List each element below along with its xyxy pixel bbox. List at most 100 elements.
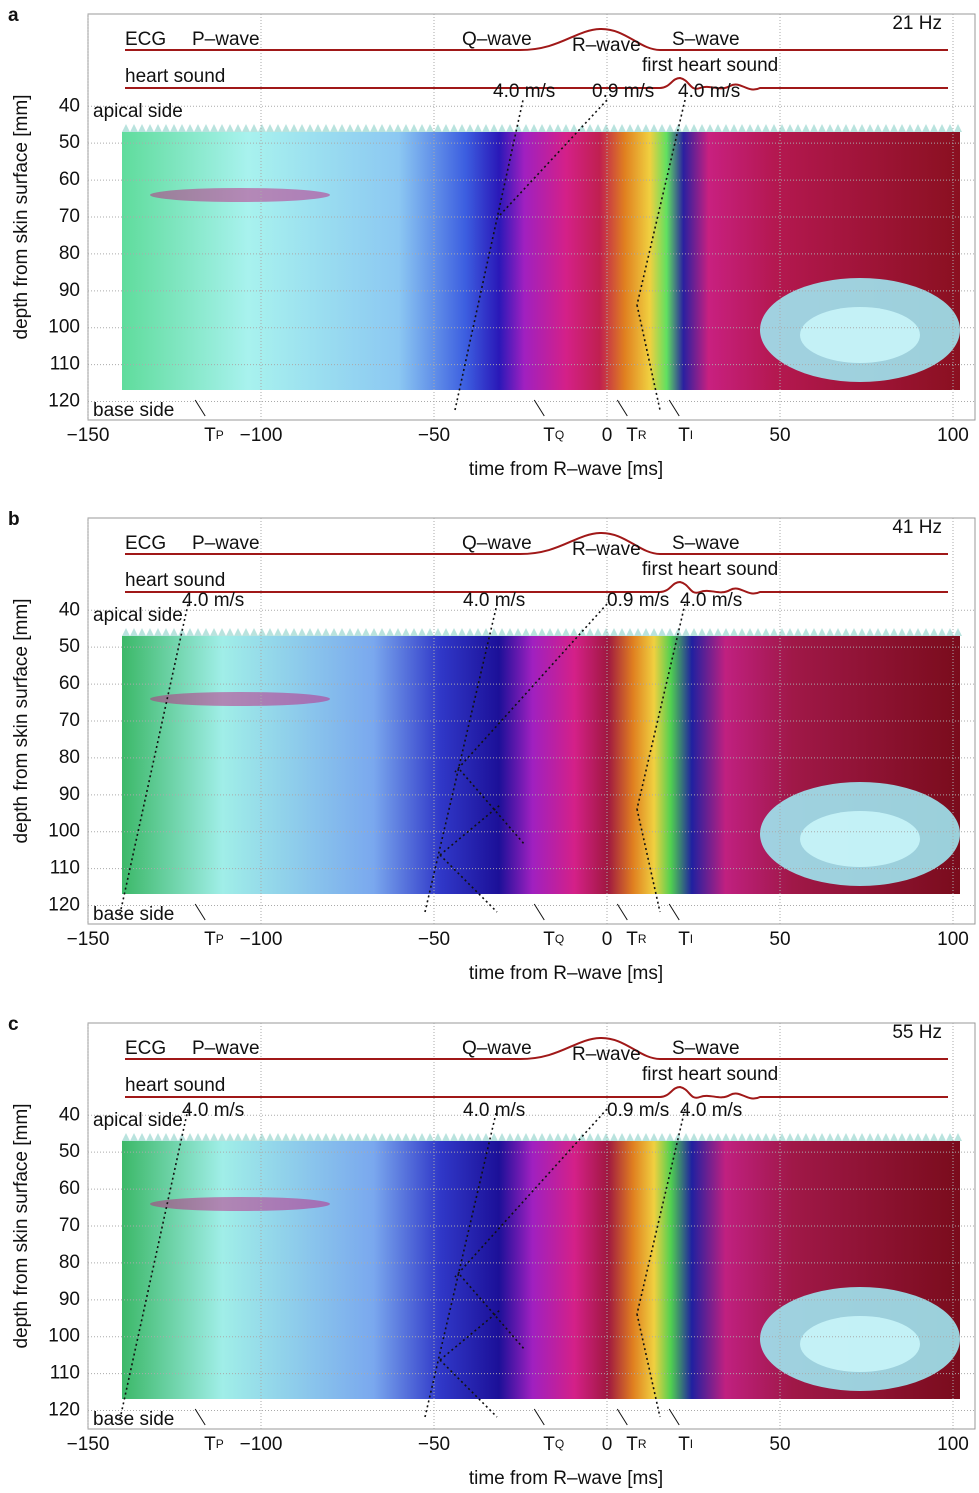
x-tick-label: −100 [240,425,283,446]
time-marker [533,903,545,921]
time-marker [616,1408,628,1426]
marker-subscript: I [690,1437,693,1451]
y-tick-label: 80 [59,243,80,264]
marker-letter: T [626,425,638,446]
ecg-trace [125,1036,948,1060]
velocity-label: 0.9 m/s [607,590,669,611]
time-marker [668,903,680,921]
time-marker-label: TR [626,929,647,950]
marker-letter: T [543,929,555,950]
marker-letter: T [543,1434,555,1455]
velocity-label: 0.9 m/s [607,1100,669,1121]
guide-line [636,99,686,306]
marker-subscript: I [690,428,693,442]
time-marker-label: TQ [543,425,564,446]
marker-letter: T [204,929,216,950]
ecg-trace [125,531,948,555]
time-marker [668,1408,680,1426]
phase-streak [150,1197,330,1211]
time-marker-label: TR [626,1434,647,1455]
y-tick-label: 40 [59,1104,80,1125]
y-tick-label: 110 [50,1363,80,1384]
annotation: first heart sound [642,55,778,76]
guide-line [439,804,501,856]
guide-line [636,603,686,810]
time-marker-label: TR [626,425,647,446]
sawtooth-top [122,628,962,636]
marker-subscript: Q [555,1437,564,1451]
x-tick-label: 100 [937,1434,969,1455]
annotation: R–wave [572,539,641,560]
velocity-label: 4.0 m/s [182,590,244,611]
x-tick-label: −150 [67,1434,110,1455]
annotation: P–wave [192,533,260,554]
y-tick-label: 90 [59,280,80,301]
marker-letter: T [626,1434,638,1455]
marker-letter: T [543,425,555,446]
marker-letter: T [204,425,216,446]
time-marker-label: TI [678,929,693,950]
sawtooth-top [122,124,962,132]
x-tick-label: 0 [602,425,613,446]
x-tick-label: −50 [418,425,450,446]
annotation: ECG [125,533,166,554]
time-marker [533,399,545,417]
guide-line [459,769,526,846]
annotation: P–wave [192,1038,260,1059]
guide-line [499,99,608,216]
marker-subscript: Q [555,428,564,442]
annotation: first heart sound [642,559,778,580]
annotation: apical side [93,1110,183,1131]
marker-letter: T [678,1434,690,1455]
y-tick-label: 100 [48,317,80,338]
time-marker-label: TQ [543,929,564,950]
marker-letter: T [626,929,638,950]
heart-sound-trace [125,1085,948,1100]
annotation: S–wave [672,29,740,50]
x-tick-label: 50 [769,1434,790,1455]
marker-letter: T [678,425,690,446]
annotation: ECG [125,29,166,50]
guide-line [439,1359,498,1418]
time-marker-label: TQ [543,1434,564,1455]
marker-subscript: Q [555,932,564,946]
time-marker [194,399,206,417]
annotation: apical side [93,101,183,122]
phase-streak [150,188,330,202]
y-tick-label: 40 [59,95,80,116]
heart-sound-trace [125,76,948,91]
y-tick-label: 50 [59,636,80,657]
annotation: heart sound [125,570,225,591]
x-tick-label: 0 [602,929,613,950]
velocity-label: 4.0 m/s [493,81,555,102]
marker-subscript: P [216,1437,224,1451]
marker-subscript: I [690,932,693,946]
velocity-label: 0.9 m/s [592,81,654,102]
y-tick-label: 100 [48,1326,80,1347]
y-tick-label: 70 [59,206,80,227]
time-marker-label: TP [204,929,224,950]
phase-streak [150,692,330,706]
annotation: Q–wave [462,533,532,554]
time-marker-label: TI [678,425,693,446]
frequency-label: 41 Hz [892,517,942,538]
phase-blob [800,811,920,867]
guide-line [636,1108,686,1315]
time-marker-label: TP [204,1434,224,1455]
velocity-label: 4.0 m/s [182,1100,244,1121]
marker-subscript: R [638,932,647,946]
panel: −150 −100 −50 0 50 100405060708090100110120TP… [8,509,976,984]
x-axis-title: time from R–wave [ms] [469,459,663,480]
y-tick-label: 60 [59,673,80,694]
heart-sound-trace [125,580,948,595]
annotation: heart sound [125,66,225,87]
y-axis-title: depth from skin surface [mm] [11,599,32,844]
y-tick-label: 50 [59,1141,80,1162]
time-marker [194,903,206,921]
time-marker [668,399,680,417]
x-axis-title: time from R–wave [ms] [469,1468,663,1489]
marker-subscript: R [638,428,647,442]
x-tick-label: 100 [937,929,969,950]
y-tick-label: 70 [59,710,80,731]
